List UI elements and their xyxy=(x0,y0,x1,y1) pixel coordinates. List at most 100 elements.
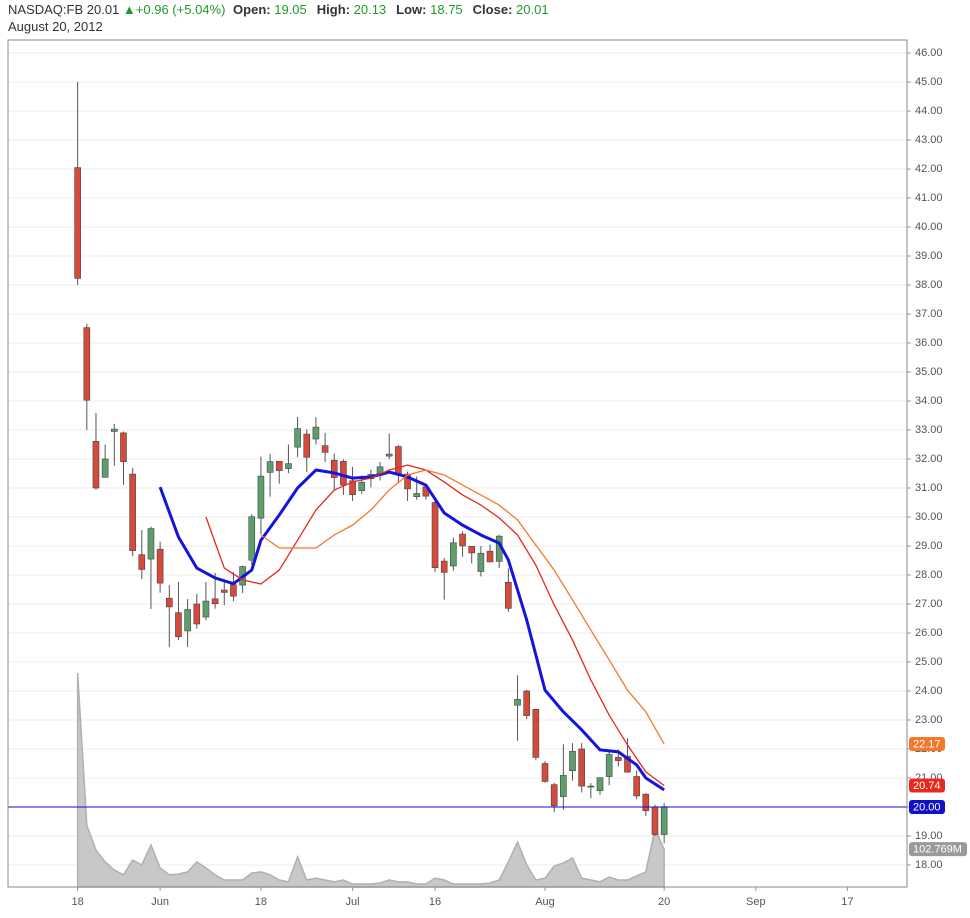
candle-body xyxy=(129,473,136,551)
candle-body xyxy=(294,428,301,448)
candle-body xyxy=(184,609,191,632)
x-tick-label: Jun xyxy=(151,896,169,908)
candle-body xyxy=(138,554,146,570)
y-tick-label: 30.00 xyxy=(915,511,943,523)
candle-body xyxy=(578,748,585,787)
y-tick-label: 26.00 xyxy=(915,627,943,639)
candle-body xyxy=(111,428,118,432)
candle-body xyxy=(340,461,347,486)
last-value-label-box xyxy=(909,778,945,793)
candle-body xyxy=(440,560,448,573)
y-tick-label: 28.00 xyxy=(915,569,943,581)
candle-body xyxy=(248,516,256,561)
price-line-label: 20.00 xyxy=(913,801,941,813)
candle-body xyxy=(660,806,668,835)
quote-row: NASDAQ:FB 20.01 ▲+0.96 (+5.04%) Open: 19… xyxy=(8,2,555,19)
last-value-label: 20.74 xyxy=(913,780,941,792)
candle-body xyxy=(587,785,595,788)
x-tick-label: Aug xyxy=(535,896,555,908)
candle-body xyxy=(596,777,604,792)
quote-value: 20.01 xyxy=(516,2,549,17)
y-tick-label: 31.00 xyxy=(915,482,943,494)
candle-body xyxy=(147,528,155,560)
moving-average xyxy=(205,464,665,787)
y-tick-label: 25.00 xyxy=(915,656,943,668)
moving-average xyxy=(260,469,665,745)
x-tick-label: 20 xyxy=(658,896,670,908)
candle-body xyxy=(101,458,109,478)
change: +0.96 (+5.04%) xyxy=(135,2,226,17)
candle-body xyxy=(651,806,659,835)
y-tick-label: 39.00 xyxy=(915,250,943,262)
quote-value: 20.13 xyxy=(353,2,387,17)
quote-label: High: xyxy=(316,2,350,17)
candle-body xyxy=(431,502,439,569)
up-arrow: ▲ xyxy=(122,2,136,17)
candle-body xyxy=(404,473,411,490)
candle-body xyxy=(624,755,631,773)
y-tick-label: 37.00 xyxy=(915,308,943,320)
x-tick-label: 18 xyxy=(255,896,267,908)
y-tick-label: 42.00 xyxy=(915,163,943,175)
candle-body xyxy=(541,763,549,782)
x-tick-label: Jul xyxy=(346,896,360,908)
candle-body xyxy=(257,475,265,519)
candle-body xyxy=(220,589,228,593)
header: NASDAQ:FB 20.01 ▲+0.96 (+5.04%) Open: 19… xyxy=(8,2,555,36)
candle-body xyxy=(74,167,81,279)
quote-value: 18.75 xyxy=(430,2,463,17)
price-line-label-box xyxy=(909,799,945,814)
candle-body xyxy=(165,597,173,608)
y-tick-label: 46.00 xyxy=(915,47,943,59)
date: August 20, 2012 xyxy=(8,19,103,34)
y-tick-label: 27.00 xyxy=(915,598,943,610)
candle-body xyxy=(569,750,576,772)
last-value-label-box xyxy=(909,737,945,752)
y-tick-label: 19.00 xyxy=(915,830,943,842)
y-tick-label: 44.00 xyxy=(915,105,943,117)
x-tick-label: 17 xyxy=(841,896,853,908)
candle-body xyxy=(395,446,402,475)
candle-body xyxy=(330,459,338,478)
candle-body xyxy=(505,581,512,609)
candle-body xyxy=(202,600,210,618)
candle-body xyxy=(523,690,530,716)
candle-body xyxy=(266,461,274,473)
candle-body xyxy=(211,598,219,605)
symbol: NASDAQ:FB xyxy=(8,2,84,17)
x-tick-label: Sep xyxy=(746,896,766,908)
x-tick-label: 16 xyxy=(429,896,441,908)
candle-body xyxy=(385,453,393,457)
candle-body xyxy=(642,793,650,812)
candle-body xyxy=(633,776,640,797)
moving-average xyxy=(158,468,665,792)
y-tick-label: 34.00 xyxy=(915,395,943,407)
volume-label: 102.769M xyxy=(913,844,962,856)
candle-body xyxy=(550,784,558,807)
y-tick-label: 41.00 xyxy=(915,192,943,204)
candle-body xyxy=(468,545,476,554)
candle-body xyxy=(285,463,292,469)
candle-body xyxy=(459,533,466,547)
candle-body xyxy=(560,775,567,797)
x-tick-label: 18 xyxy=(72,896,84,908)
candle-body xyxy=(605,754,613,777)
candle-body xyxy=(532,708,540,758)
candle-body xyxy=(156,548,164,584)
last-price: 20.01 xyxy=(86,2,120,17)
y-tick-label: 45.00 xyxy=(915,76,943,88)
candle-body xyxy=(92,441,100,489)
candle-body xyxy=(477,552,485,572)
y-tick-label: 32.00 xyxy=(915,453,943,465)
candle-body xyxy=(275,461,283,471)
quote-label: Low: xyxy=(396,2,427,17)
candle-body xyxy=(312,426,320,440)
quotes: Open: 19.05 High: 20.13 Low: 18.75 Close: 2… xyxy=(229,2,555,17)
candle-body xyxy=(450,542,457,567)
y-tick-label: 40.00 xyxy=(915,221,943,233)
candle-body xyxy=(349,480,356,495)
y-tick-label: 23.00 xyxy=(915,714,943,726)
candle-body xyxy=(358,481,366,491)
